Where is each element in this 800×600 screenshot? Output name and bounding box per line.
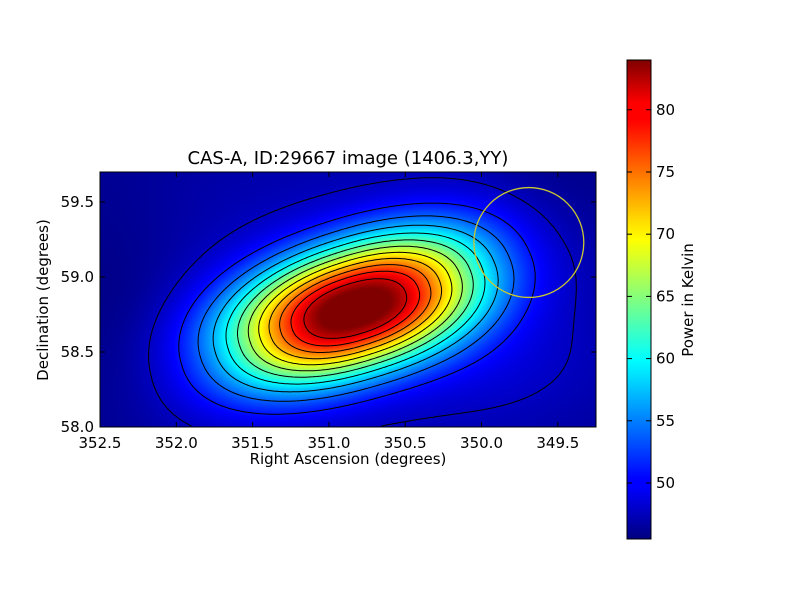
y-tick-label: 59.5: [61, 193, 94, 211]
contour-line: [303, 278, 408, 339]
contour-line: [197, 215, 515, 402]
contour-line: [258, 251, 453, 366]
colorbar-tick-label: 50: [656, 474, 675, 492]
colorbar-tick-label: 55: [656, 412, 675, 430]
contour-line: [268, 257, 443, 360]
beam-circle: [473, 186, 585, 299]
x-tick-label: 350.5: [384, 434, 427, 452]
contour-line: [237, 239, 474, 378]
x-tick-label: 352.5: [79, 434, 122, 452]
x-tick-label: 350.0: [460, 434, 503, 452]
contour-line: [148, 177, 577, 427]
y-tick-label: 58.0: [61, 418, 94, 436]
y-axis-ticks: 58.0 58.5 59.0 59.5: [61, 193, 596, 436]
plot-frame: [99, 171, 597, 428]
x-tick-label: 351.0: [307, 434, 350, 452]
plot-area: [99, 171, 597, 428]
chart-title: CAS-A, ID:29667 image (1406.3,YY): [188, 148, 509, 169]
x-tick-label: 352.0: [155, 434, 198, 452]
colorbar-tick-label: 75: [656, 163, 675, 181]
y-tick-label: 58.5: [61, 343, 94, 361]
heatmap-image: [100, 172, 596, 427]
y-tick-label: 59.0: [61, 268, 94, 286]
y-axis-label: Declination (degrees): [34, 219, 52, 381]
colorbar-ticks: 50 55 60 65 70 75 80: [627, 101, 675, 492]
contour-line: [290, 270, 421, 347]
x-tick-label: 349.5: [536, 434, 579, 452]
contour-line: [247, 245, 463, 372]
colorbar-tick-label: 65: [656, 287, 675, 305]
contour-line: [212, 224, 499, 393]
colorbar-tick-label: 80: [656, 101, 675, 119]
contour-line: [178, 202, 536, 415]
contour-lines: [148, 177, 577, 427]
colorbar-tick-label: 60: [656, 350, 675, 368]
x-tick-label: 351.5: [231, 434, 274, 452]
x-axis-label: Right Ascension (degrees): [250, 450, 447, 468]
contour-line: [279, 264, 432, 353]
colorbar: 50 55 60 65 70 75 80 Power in Kelvin: [626, 59, 697, 540]
contour-line: [225, 232, 486, 385]
colorbar-label: Power in Kelvin: [679, 243, 697, 357]
colorbar-gradient: [626, 59, 652, 540]
x-axis-ticks: 352.5 352.0 351.5 351.0 350.5 350.0 349.5: [79, 172, 579, 452]
colorbar-tick-label: 70: [656, 225, 675, 243]
